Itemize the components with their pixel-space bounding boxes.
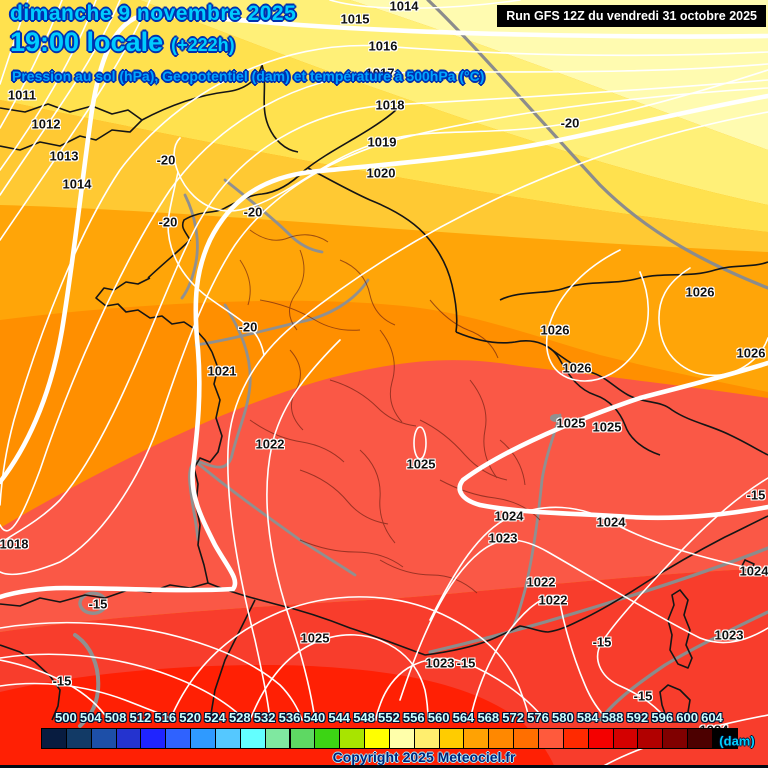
temperature-label: -15 [88,596,108,612]
run-info-badge: Run GFS 12Z du vendredi 31 octobre 2025 [497,5,766,27]
temperature-label: -15 [52,673,72,689]
pressure-label: 1012 [31,116,61,132]
pressure-label: 1015 [340,11,370,27]
bottom-border [0,765,768,768]
pressure-label: 1022 [526,574,556,590]
pressure-label: 1024 [596,514,626,530]
pressure-label: 1017 [365,65,395,81]
temperature-label: -20 [243,204,263,220]
pressure-label: 1018 [375,97,405,113]
map-subtitle: Pression au sol (hPa), Geopotentiel (dam… [12,68,485,84]
pressure-label: 1025 [300,630,330,646]
forecast-offset-label: (+222h) [171,35,235,55]
pressure-label: 1026 [562,360,592,376]
temperature-label: -20 [560,115,580,131]
temperature-label: -15 [456,655,476,671]
temperature-label: -15 [633,688,653,704]
pressure-label: 1025 [406,456,436,472]
pressure-label: 1023 [488,530,518,546]
temperature-label: -20 [156,152,176,168]
pressure-label: 1020 [366,165,396,181]
temperature-label: -15 [592,634,612,650]
pressure-label: 1021 [207,363,237,379]
pressure-label: 1022 [538,592,568,608]
scale-unit-label: (dam) [719,733,755,749]
pressure-label: 1016 [368,38,398,54]
rivers [73,178,562,728]
pressure-label: 1026 [685,284,715,300]
temperature-label: -20 [238,319,258,335]
pressure-label: 1018 [0,536,29,552]
copyright-label: Copyright 2025 Meteociel.fr [332,749,516,765]
pressure-label: 1013 [49,148,79,164]
pressure-label: 1024 [494,508,524,524]
department-borders [239,229,541,594]
pressure-label: 1025 [556,415,586,431]
pressure-label: 1024 [739,563,768,579]
grid-lines [426,0,768,722]
pressure-label: 1022 [255,436,285,452]
temperature-label: -20 [158,214,178,230]
pressure-label: 1023 [425,655,455,671]
date-label: dimanche 9 novembre 2025 [10,2,297,25]
pressure-label: 1014 [62,176,92,192]
temperature-label: -15 [746,487,766,503]
header: dimanche 9 novembre 2025 19:00 locale (+… [10,2,296,58]
time-row: 19:00 locale (+222h) [10,27,296,58]
pressure-label: 1026 [736,345,766,361]
pressure-label: 1023 [714,627,744,643]
pressure-label: 1011 [7,87,37,103]
pressure-label: 1025 [592,419,622,435]
local-time-label: 19:00 locale [10,27,164,57]
pressure-label: 1026 [540,322,570,338]
pressure-label: 1014 [389,0,419,14]
pressure-label: 1019 [367,134,397,150]
isobars-bold [0,13,768,600]
